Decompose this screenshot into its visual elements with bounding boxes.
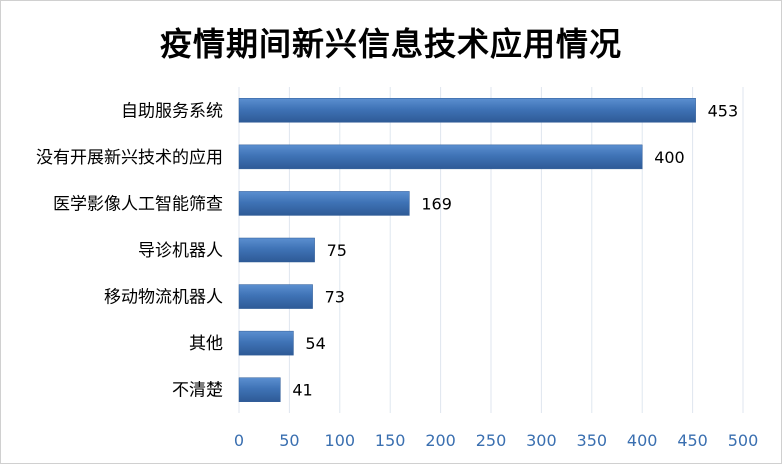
bar: [238, 98, 696, 123]
x-tick-label: 0: [234, 431, 244, 450]
x-tick-label: 250: [476, 431, 507, 450]
x-tick-label: 50: [279, 431, 299, 450]
value-label: 453: [708, 101, 739, 120]
bar: [238, 237, 315, 263]
x-tick-label: 300: [526, 431, 557, 450]
chart-title: 疫情期间新兴信息技术应用情况: [159, 25, 622, 63]
x-tick-label: 200: [425, 431, 456, 450]
value-label: 54: [305, 334, 325, 353]
labels: 0 50 100 150 200 250 300 350 400 450 500 自助服务系统 453 没…: [36, 101, 758, 450]
category-label: 不清楚: [172, 381, 223, 401]
value-label: 400: [654, 148, 685, 167]
x-tick-label: 450: [677, 431, 708, 450]
category-label: 导诊机器人: [138, 241, 223, 261]
category-label: 自助服务系统: [121, 101, 223, 121]
x-tick-label: 150: [375, 431, 406, 450]
value-label: 75: [327, 241, 347, 260]
x-tick-label: 400: [627, 431, 658, 450]
bar: [238, 284, 313, 309]
value-label: 169: [421, 194, 452, 213]
bar: [238, 144, 643, 170]
category-label: 其他: [189, 334, 223, 354]
x-tick-label: 100: [325, 431, 356, 450]
bar: [238, 330, 294, 356]
x-tick-label: 500: [728, 431, 759, 450]
category-label: 移动物流机器人: [104, 288, 223, 308]
value-label: 41: [292, 381, 312, 400]
category-label: 医学影像人工智能筛查: [53, 194, 223, 214]
x-tick-label: 350: [577, 431, 608, 450]
value-label: 73: [325, 288, 345, 307]
category-label: 没有开展新兴技术的应用: [36, 148, 223, 168]
bar: [238, 191, 410, 216]
bars: [238, 98, 696, 402]
bar: [238, 377, 281, 402]
